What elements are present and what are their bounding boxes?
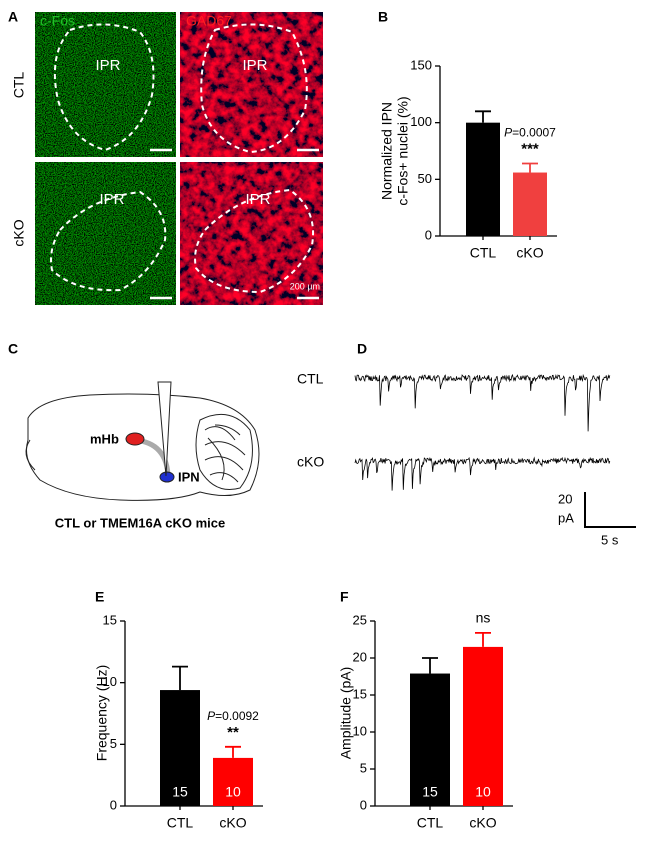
brain-outline: [26, 393, 260, 501]
olfactory: [25, 439, 36, 471]
scale-bar: [584, 492, 636, 528]
scale-bars: [150, 148, 319, 300]
y-tick-label: 5: [110, 736, 117, 751]
y-axis-label: c-Fos+ nuclei (%): [395, 96, 411, 205]
x-tick-label: CTL: [417, 815, 444, 831]
y-tick-label: 0: [110, 797, 117, 812]
panel-label: A: [8, 9, 18, 25]
column-label: c-Fos: [40, 13, 75, 29]
scale-label: pA: [558, 510, 574, 525]
y-tick-label: 0: [425, 227, 432, 242]
bar-chart: B 0 50 100 150 Normalized IPN c-Fos+ nuclei (%…: [378, 9, 557, 261]
current-trace: [354, 373, 611, 432]
bar: [213, 757, 253, 806]
y-tick-label: 20: [353, 649, 367, 664]
cerebellum: [195, 413, 253, 490]
significance: **: [227, 724, 239, 741]
x-tick-label: cKO: [469, 815, 496, 831]
y-tick-label: 0: [360, 797, 367, 812]
region-label: IPR: [242, 57, 267, 74]
y-tick-label: 100: [410, 114, 432, 129]
significance: ***: [521, 140, 539, 157]
y-tick-label: 15: [353, 686, 367, 701]
panel-label: C: [8, 341, 18, 357]
scale-label: 200 µm: [290, 281, 320, 291]
bar: [466, 122, 500, 236]
panel-label: D: [357, 341, 367, 357]
micrograph: [180, 162, 323, 305]
x-tick-label: CTL: [470, 245, 497, 261]
panel-label: E: [95, 589, 104, 605]
p-text: =0.0007: [512, 126, 556, 140]
y-tick-label: 10: [103, 674, 117, 689]
pipette: [157, 381, 172, 477]
error-bar: [225, 745, 241, 758]
panel-label: F: [340, 589, 349, 605]
region-label: mHb: [90, 431, 119, 446]
bar-chart: F 0 5 10 15 20 25 Amplitude (pA) CTL 15 cKO 10 ns: [338, 589, 513, 831]
scale-label: 5 s: [601, 532, 619, 547]
region-outline: [53, 23, 155, 152]
n-label: 10: [225, 784, 241, 800]
y-tick-label: 150: [410, 57, 432, 72]
bar-chart: E 0 5 10 15 Frequency (Hz) CTL 15 cKO 10 P=0.0092*…: [94, 589, 263, 831]
y-axis-label: Normalized IPN: [379, 102, 395, 200]
mhb-region: [125, 432, 145, 446]
region-label: IPR: [245, 191, 270, 208]
significance: ns: [476, 610, 491, 626]
n-label: 15: [172, 784, 188, 800]
p-text: =0.0092: [215, 709, 259, 723]
y-tick-label: 50: [418, 171, 432, 186]
p-symbol: P: [504, 126, 512, 140]
error-bar: [522, 162, 538, 173]
p-value: P=0.0007: [504, 126, 556, 140]
ipn-region: [159, 471, 175, 483]
row-label: cKO: [11, 219, 27, 246]
micrograph: [35, 162, 176, 305]
bar: [463, 646, 503, 806]
y-tick-label: 15: [103, 612, 117, 627]
x-tick-label: CTL: [167, 815, 194, 831]
error-bar: [422, 657, 438, 674]
row-label: CTL: [11, 72, 27, 99]
bar: [410, 673, 450, 806]
n-label: 15: [422, 784, 438, 800]
error-bar: [172, 665, 188, 691]
y-tick-label: 25: [353, 612, 367, 627]
brain-diagram: [25, 393, 260, 501]
x-tick-label: cKO: [219, 815, 246, 831]
bar: [160, 690, 200, 806]
current-trace: [354, 456, 611, 491]
trace-label: CTL: [297, 371, 324, 387]
n-label: 10: [475, 784, 491, 800]
p-symbol: P: [207, 709, 215, 723]
column-label: GAD67: [186, 13, 232, 29]
region-outlines: [50, 23, 314, 294]
x-tick-label: cKO: [516, 245, 543, 261]
trace-label: cKO: [297, 454, 324, 470]
error-bar: [475, 631, 491, 647]
scale-label: 20: [558, 491, 572, 506]
bar: [513, 172, 547, 236]
region-outline: [200, 23, 308, 154]
p-value: P=0.0092: [207, 709, 259, 723]
region-label: IPN: [178, 469, 200, 484]
region-label: IPR: [99, 191, 124, 208]
cerebellum-folds: [204, 424, 246, 483]
y-axis-label: Amplitude (pA): [338, 667, 354, 760]
region-label: IPR: [95, 57, 120, 74]
y-tick-label: 5: [360, 760, 367, 775]
y-axis-label: Frequency (Hz): [94, 665, 110, 761]
panel-label: B: [378, 9, 388, 25]
caption: CTL or TMEM16A cKO mice: [55, 515, 225, 530]
region-outline: [194, 188, 314, 294]
region-outline: [50, 190, 167, 292]
error-bar: [475, 110, 491, 123]
y-tick-label: 10: [353, 723, 367, 738]
micrograph: [180, 12, 323, 157]
